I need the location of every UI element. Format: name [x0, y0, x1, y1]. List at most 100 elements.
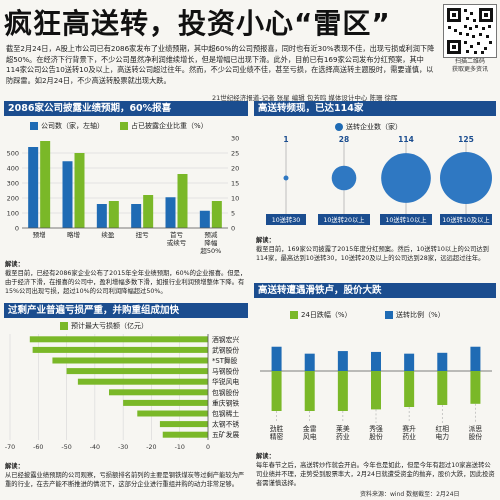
bar-bonus-ratio	[371, 351, 381, 371]
note-bonus-shares: 解读： 截至目前，169家公司披露了2015年度分红预案。然后，10送转10以上…	[256, 236, 496, 263]
bar-bonus-ratio	[437, 352, 448, 371]
bar-price-drop	[437, 371, 448, 405]
note-text: 截至目前，已经有2086家企业公布了2015年全年业绩预期，60%的企业报喜。但…	[5, 270, 247, 295]
x-tick-label: 预减	[204, 230, 218, 239]
note-label: 解读：	[5, 463, 24, 470]
bubble-value: 1	[283, 135, 288, 144]
page-title: 疯狂高送转，投资小心“雷区”	[4, 7, 391, 40]
y-tick-label-right: 0	[231, 225, 235, 233]
bar-loss	[29, 336, 208, 343]
bar-label: 重庆钢铁	[212, 398, 239, 407]
bar-loss	[137, 410, 208, 417]
bar-share-percent	[40, 141, 51, 228]
x-tick-label: 精密	[270, 432, 284, 441]
bar-bonus-ratio	[404, 353, 415, 371]
bubble	[331, 165, 357, 191]
qr-caption-line: 获取更多资讯	[451, 66, 488, 73]
bar-company-count	[165, 197, 176, 228]
x-tick-label: -20	[146, 444, 156, 451]
y-tick-label-left: 500	[7, 150, 19, 158]
bar-price-drop	[271, 371, 282, 411]
bar-label: 包钢股份	[212, 388, 239, 397]
note-price-drop: 解读： 每年春节之后，高送转炒作就会开启。今年也是如此，但是今年有超过10家高送…	[256, 452, 496, 488]
intro-text: 截至2月24日，A股上市公司已有2086家发布了业绩预期，其中超60%的公司预报…	[6, 44, 435, 85]
data-source: 资料来源：wind 数据截至：2月24日	[360, 491, 460, 498]
x-tick-label: 降幅	[204, 238, 218, 247]
bar-label: *ST舞股	[212, 356, 238, 365]
legend-label: 送转企业数（家）	[346, 123, 402, 131]
x-tick-label: 电力	[435, 432, 449, 441]
bar-loss	[52, 357, 208, 364]
bar-bonus-ratio	[271, 346, 282, 371]
x-tick-label: 赛升	[402, 424, 416, 433]
x-tick-label: 红相	[435, 424, 449, 433]
bar-company-count	[131, 204, 142, 228]
section-title-earnings: 2086家公司披露业绩预期，60%报喜	[4, 101, 248, 116]
note-text: 截至目前，169家公司披露了2015年度分红预案。然后，10送转10以上的公司达…	[256, 246, 489, 262]
byline: 21世纪经济报道-记者 张星 编辑 包芳鸣 媒体设计中心 陈珊 徐晖	[212, 94, 398, 102]
section-title-overcapacity: 过剩产业普遍亏损严重，并购重组成加快	[4, 303, 248, 318]
y-tick-label-right: 15	[231, 180, 239, 188]
bar-label: 马钢股份	[212, 367, 239, 376]
legend-swatch	[30, 122, 38, 130]
x-tick-label: 0	[206, 444, 210, 451]
y-tick-label-left: 0	[15, 225, 19, 233]
bar-share-percent	[74, 153, 85, 228]
legend-label: 送转比例（%）	[396, 311, 445, 319]
qr-caption-line: 扫描二维码	[454, 58, 485, 65]
legend-label: 预计最大亏损额（亿元）	[71, 322, 148, 330]
bar-price-drop	[371, 371, 381, 410]
note-earnings: 解读： 截至目前，已经有2086家企业公布了2015年全年业绩预期，60%的企业…	[5, 260, 247, 296]
qr-code	[443, 4, 497, 58]
bar-share-percent	[177, 174, 188, 228]
bar-price-drop	[337, 371, 348, 411]
bar-label: 武钢股份	[212, 345, 239, 354]
x-tick-label: 股份	[369, 432, 383, 441]
section-title-bonus-shares: 高送转频现，已达114家	[254, 101, 496, 116]
qr-caption: 扫描二维码 获取更多资讯	[440, 58, 500, 74]
bar-share-percent	[211, 201, 222, 228]
x-tick-label: 药业	[336, 432, 350, 441]
x-tick-label: 金雷	[303, 424, 317, 433]
bar-price-drop	[470, 371, 481, 404]
bar-label: 酒钢宏兴	[212, 335, 239, 344]
bar-bonus-ratio	[304, 353, 315, 371]
y-tick-label-left: 300	[7, 180, 19, 188]
category-label: 10送转30	[272, 215, 301, 224]
legend-swatch	[385, 311, 393, 319]
bar-loss	[162, 431, 208, 438]
chart-earnings: 0 100 200 300 400 500 0 5 10 15 20 25 30 预增 略增 续盈 扭亏 首亏或续…	[7, 135, 240, 256]
bubble	[283, 175, 289, 181]
category-label: 10送转10以上	[385, 215, 426, 224]
bubble-value: 125	[458, 135, 474, 144]
x-tick-label: 秀强	[369, 424, 383, 433]
bar-label: 太钢不锈	[212, 420, 239, 429]
legend-swatch	[335, 123, 343, 131]
y-tick-label-right: 25	[231, 150, 239, 158]
x-tick-label: -30	[118, 444, 128, 451]
x-tick-label: 风电	[303, 432, 317, 441]
category-tag	[380, 214, 432, 225]
note-label: 解读：	[5, 261, 24, 268]
x-tick-label: 略增	[67, 230, 80, 239]
bar-company-count	[199, 210, 210, 228]
x-tick-label: 或续亏	[167, 238, 187, 247]
category-label: 10送转10及以上	[442, 215, 490, 224]
x-tick-label: 首亏	[170, 230, 184, 239]
x-tick-label: 扭亏	[136, 230, 150, 239]
legend-ratio: 送转比例（%）	[385, 310, 445, 320]
legend-bonus-count: 送转企业数（家）	[335, 122, 402, 132]
y-tick-label-left: 200	[7, 195, 19, 203]
bar-company-count	[96, 204, 107, 228]
bar-price-drop	[404, 371, 415, 407]
legend-label: 占已披露企业比重（%）	[131, 122, 208, 130]
bar-label: 包钢稀土	[212, 409, 239, 418]
bar-bonus-ratio	[470, 346, 481, 371]
bubble	[440, 152, 492, 204]
note-label: 解读：	[256, 453, 275, 460]
category-tag	[440, 214, 492, 225]
legend-drop: 24日跌幅（%）	[290, 310, 352, 320]
x-tick-label: 超50%	[200, 246, 221, 255]
